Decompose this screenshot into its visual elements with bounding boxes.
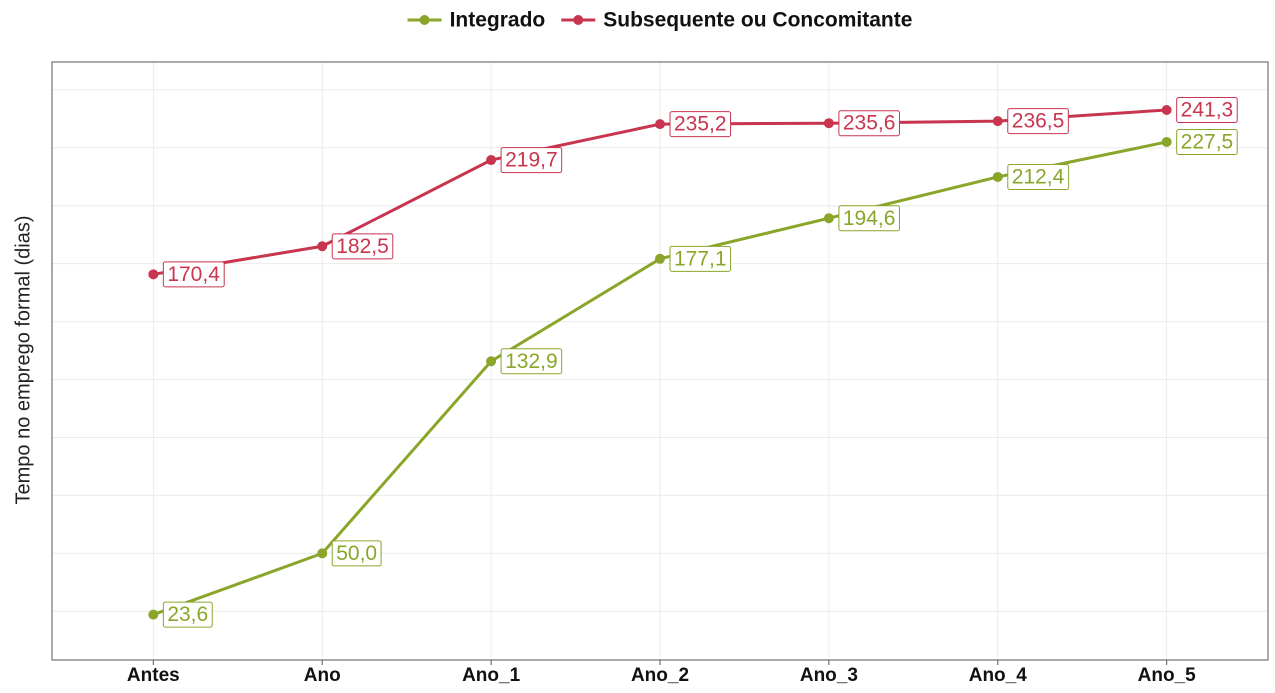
- data-label: 241,3: [1176, 97, 1238, 124]
- x-tick-label: Ano_3: [800, 665, 858, 686]
- data-label-box: [1007, 164, 1070, 191]
- data-label-box: [331, 540, 382, 567]
- x-tick-label: Ano_1: [462, 665, 521, 686]
- point: [317, 548, 328, 559]
- point: [823, 213, 834, 224]
- data-label: 182,5: [331, 233, 394, 260]
- legend-swatch-point: [419, 15, 430, 25]
- data-label-text: 219,7: [505, 149, 558, 172]
- data-label-box: [669, 245, 732, 272]
- data-label-box: [331, 233, 394, 260]
- data-label-box: [1007, 108, 1069, 135]
- data-label: 194,6: [838, 205, 900, 232]
- data-label: 235,2: [669, 111, 732, 138]
- data-label-box: [1176, 129, 1238, 156]
- point: [486, 356, 497, 367]
- x-tick-label: Ano_2: [631, 665, 689, 686]
- data-label: 50,0: [331, 540, 382, 567]
- point: [992, 171, 1003, 182]
- data-label: 219,7: [500, 147, 563, 174]
- data-label-box: [838, 205, 900, 232]
- point: [148, 609, 159, 620]
- data-label-text: 132,9: [505, 350, 558, 373]
- point: [655, 253, 665, 264]
- data-label-text: 236,5: [1012, 110, 1065, 133]
- y-axis-label: Tempo no emprego formal (dias): [12, 215, 34, 504]
- data-label: 235,6: [838, 110, 900, 137]
- data-label: 212,4: [1007, 164, 1070, 191]
- data-label: 236,5: [1007, 108, 1069, 135]
- data-label-text: 212,4: [1012, 166, 1065, 189]
- data-label-text: 194,6: [843, 207, 896, 230]
- point: [655, 119, 665, 130]
- data-label-box: [838, 110, 900, 137]
- data-label-text: 182,5: [336, 235, 389, 258]
- point: [823, 118, 834, 129]
- point: [317, 241, 328, 252]
- x-tick-label: Ano: [304, 665, 341, 686]
- point: [486, 155, 497, 166]
- data-label: 227,5: [1176, 129, 1238, 156]
- legend-swatch-point: [573, 15, 584, 25]
- point: [1161, 104, 1172, 115]
- data-label-box: [1176, 97, 1238, 124]
- point: [148, 269, 159, 280]
- x-tick-label: Antes: [127, 665, 180, 686]
- legend-label: Integrado: [450, 9, 546, 32]
- data-label-box: [500, 147, 563, 174]
- data-label-box: [162, 261, 225, 288]
- data-label-text: 227,5: [1181, 131, 1234, 154]
- data-label-text: 50,0: [336, 542, 377, 565]
- data-label: 177,1: [669, 245, 732, 272]
- x-tick-label: Ano_5: [1138, 665, 1197, 686]
- data-label-box: [669, 111, 732, 138]
- data-label: 170,4: [162, 261, 225, 288]
- x-tick-label: Ano_4: [969, 665, 1028, 686]
- point: [1161, 136, 1172, 147]
- data-label: 132,9: [500, 348, 563, 375]
- data-label-box: [162, 601, 213, 628]
- data-label-text: 170,4: [167, 263, 220, 286]
- data-label-text: 177,1: [674, 247, 727, 270]
- data-label-text: 235,6: [843, 112, 896, 135]
- data-label-text: 23,6: [167, 603, 208, 626]
- legend: Integrado Subsequente ou Concomitante: [407, 9, 912, 32]
- data-label-text: 235,2: [674, 113, 727, 136]
- data-label-text: 241,3: [1181, 99, 1234, 122]
- data-label: 23,6: [162, 601, 213, 628]
- data-label-box: [500, 348, 563, 375]
- point: [992, 116, 1003, 127]
- legend-label: Subsequente ou Concomitante: [603, 9, 912, 32]
